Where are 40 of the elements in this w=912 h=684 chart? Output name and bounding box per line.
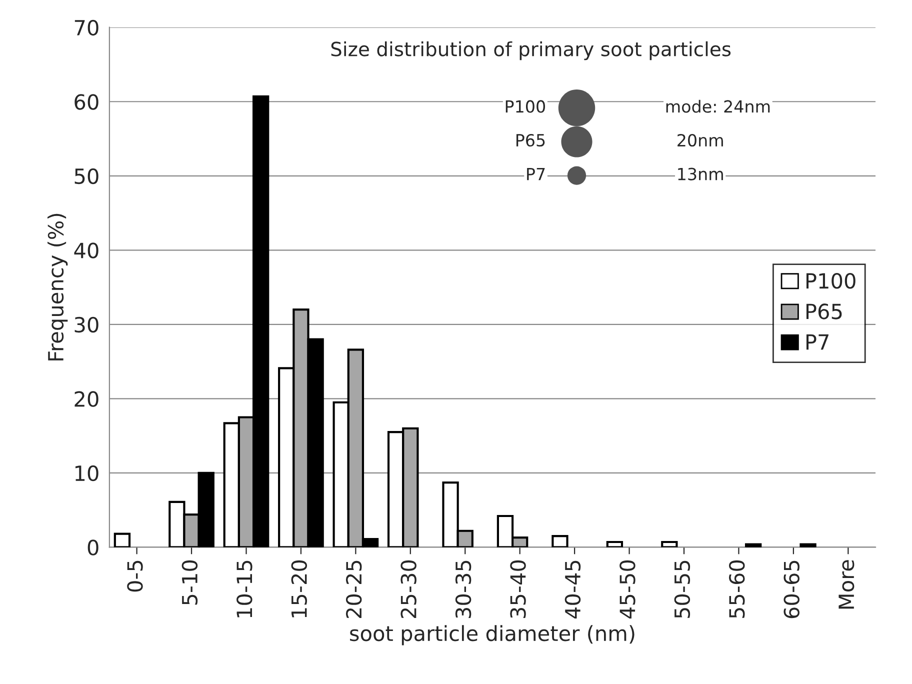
annotation: 13nm [678, 168, 723, 180]
x-tick-label: More [838, 560, 854, 609]
x-tick-label: 5-10 [182, 560, 198, 605]
y-tick-label: 20 [74, 391, 98, 407]
y-tick-label: 30 [74, 316, 98, 333]
y-tick-label: 70 [74, 20, 98, 36]
y-tick-label: 50 [74, 168, 98, 184]
annotation: P7 [527, 168, 545, 180]
annotation: P65 [516, 134, 545, 147]
bar [606, 540, 624, 548]
x-tick-label: 10-15 [236, 560, 252, 618]
x-tick-label: 20-25 [346, 560, 362, 618]
y-tick-label: 0 [88, 540, 98, 556]
x-tick-label: 30-35 [455, 560, 472, 618]
y-tick-label: 10 [75, 465, 98, 482]
annotation: P100 [506, 100, 545, 113]
x-tick-label: 45-50 [620, 560, 636, 619]
legend-label: P65 [806, 304, 842, 320]
legend-label: P100 [806, 272, 856, 289]
x-tick-label: 50-55 [674, 560, 690, 618]
y-axis-title: Frequency (%) [48, 214, 68, 360]
x-tick-label: 25-30 [400, 560, 416, 618]
text: Size distribution of primary soot particles [331, 41, 731, 60]
x-tick-label: 60-65 [784, 560, 800, 618]
bar [744, 543, 762, 548]
x-tick-label: 15-20 [291, 560, 308, 618]
annotation: 20nm [678, 134, 723, 147]
bar [114, 532, 131, 548]
bar [552, 535, 568, 548]
y-tick-label: 60 [74, 94, 98, 110]
legend-label: P7 [806, 334, 828, 350]
bar [800, 543, 816, 548]
annotation: mode: 24nm [666, 100, 770, 113]
y-tick-label: 40 [74, 242, 98, 258]
bar [661, 540, 678, 548]
x-tick-label: 55-60 [729, 560, 745, 618]
x-tick-label: 40-45 [564, 560, 581, 619]
x-tick-label: 35-40 [510, 560, 526, 618]
x-tick-label: 0-5 [127, 560, 143, 592]
x-axis-title: soot particle diameter (nm) [350, 625, 634, 646]
